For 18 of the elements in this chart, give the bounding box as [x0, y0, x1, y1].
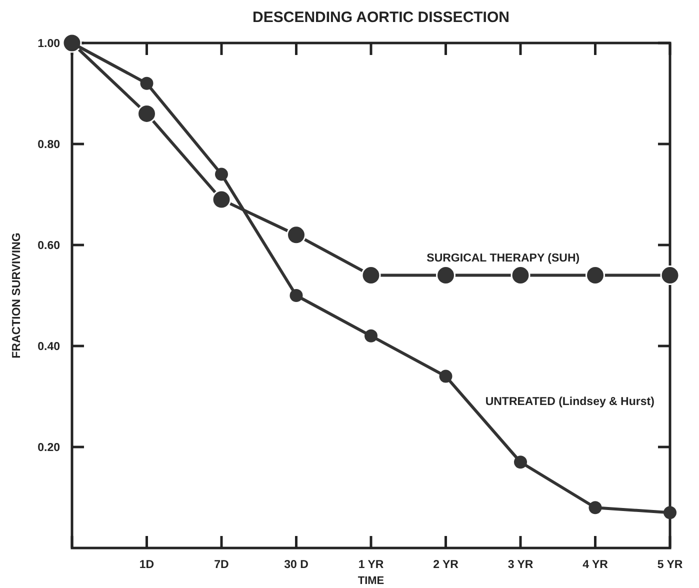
x-tick-label: 1 YR [358, 559, 384, 571]
chart-title: DESCENDING AORTIC DISSECTION [252, 9, 510, 26]
x-tick-label: 30 D [284, 559, 308, 571]
x-tick-label: 1D [139, 559, 154, 571]
y-tick-label: 0.80 [38, 139, 60, 152]
y-tick-label: 0.40 [38, 341, 60, 354]
x-tick-label: 5 YR [657, 559, 684, 571]
series-label: SURGICAL THERAPY (SUH) [426, 252, 580, 264]
y-tick-label: 1.00 [38, 38, 60, 50]
y-axis-title: FRACTION SURVIVING [11, 232, 23, 358]
x-tick-label: 7D [214, 559, 229, 571]
x-tick-label: 3 YR [508, 559, 534, 571]
y-tick-label: 0.20 [38, 442, 60, 454]
x-axis-title: TIME [358, 575, 384, 587]
y-tick-label: 0.60 [38, 240, 60, 252]
series-label: UNTREATED (Lindsey & Hurst) [485, 396, 655, 408]
x-tick-label: 4 YR [582, 559, 609, 571]
x-tick-label: 2 YR [433, 559, 460, 571]
